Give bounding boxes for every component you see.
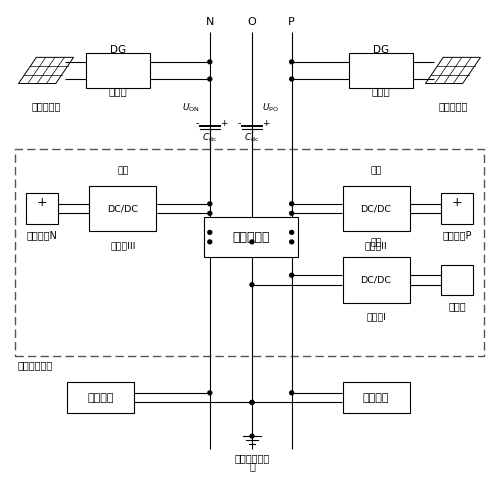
Text: DG: DG bbox=[110, 45, 126, 55]
Text: 变换器: 变换器 bbox=[372, 86, 390, 96]
Text: +: + bbox=[220, 119, 228, 128]
Text: DG: DG bbox=[373, 45, 389, 55]
Circle shape bbox=[208, 202, 212, 205]
Text: $C_{\rm dc}$: $C_{\rm dc}$ bbox=[202, 132, 218, 144]
Circle shape bbox=[250, 434, 254, 438]
Text: -: - bbox=[195, 118, 199, 128]
FancyBboxPatch shape bbox=[441, 264, 473, 296]
Circle shape bbox=[250, 400, 254, 404]
Circle shape bbox=[208, 77, 212, 81]
Circle shape bbox=[290, 274, 294, 277]
Text: 分布式发电: 分布式发电 bbox=[438, 101, 468, 111]
FancyBboxPatch shape bbox=[67, 382, 134, 413]
Circle shape bbox=[208, 60, 212, 64]
FancyBboxPatch shape bbox=[204, 217, 298, 257]
Circle shape bbox=[290, 60, 294, 64]
FancyBboxPatch shape bbox=[441, 193, 473, 224]
Text: DC/DC: DC/DC bbox=[107, 204, 138, 213]
Text: 超级电容N: 超级电容N bbox=[26, 230, 57, 240]
Text: 锂电池: 锂电池 bbox=[448, 301, 466, 311]
Text: 变换器I: 变换器I bbox=[366, 313, 386, 322]
Text: O: O bbox=[248, 17, 256, 27]
Text: 双向: 双向 bbox=[370, 167, 382, 176]
Text: 本地负荷: 本地负荷 bbox=[87, 393, 114, 403]
Text: DC/DC: DC/DC bbox=[361, 204, 392, 213]
Text: DC/DC: DC/DC bbox=[361, 275, 392, 285]
Text: 变换器: 变换器 bbox=[109, 86, 127, 96]
FancyBboxPatch shape bbox=[342, 186, 410, 231]
Circle shape bbox=[290, 230, 294, 234]
Text: +: + bbox=[452, 196, 462, 209]
FancyBboxPatch shape bbox=[342, 257, 410, 303]
Text: 电压平衡器: 电压平衡器 bbox=[232, 230, 270, 244]
Text: P: P bbox=[288, 17, 295, 27]
Text: $C_{\rm dc}$: $C_{\rm dc}$ bbox=[245, 132, 259, 144]
Text: 变换器III: 变换器III bbox=[110, 241, 136, 251]
FancyBboxPatch shape bbox=[89, 186, 157, 231]
Circle shape bbox=[290, 391, 294, 395]
Circle shape bbox=[290, 202, 294, 205]
Text: +: + bbox=[262, 119, 269, 128]
FancyBboxPatch shape bbox=[86, 53, 150, 88]
Text: N: N bbox=[206, 17, 214, 27]
Circle shape bbox=[208, 211, 212, 215]
Circle shape bbox=[290, 240, 294, 244]
Text: 变换器II: 变换器II bbox=[365, 241, 387, 251]
FancyBboxPatch shape bbox=[342, 382, 410, 413]
Text: $U_{\rm ON}$: $U_{\rm ON}$ bbox=[182, 102, 200, 114]
Circle shape bbox=[290, 77, 294, 81]
Text: 双极性直流母: 双极性直流母 bbox=[235, 454, 269, 464]
Text: +: + bbox=[37, 196, 47, 209]
Text: 本地负荷: 本地负荷 bbox=[363, 393, 389, 403]
Circle shape bbox=[250, 283, 254, 286]
Text: 双向: 双向 bbox=[370, 238, 382, 247]
FancyBboxPatch shape bbox=[349, 53, 413, 88]
Circle shape bbox=[250, 400, 254, 404]
Circle shape bbox=[208, 240, 212, 244]
Text: $U_{\rm PO}$: $U_{\rm PO}$ bbox=[262, 102, 279, 114]
Circle shape bbox=[290, 211, 294, 215]
Circle shape bbox=[208, 391, 212, 395]
Circle shape bbox=[208, 230, 212, 234]
Text: 双向: 双向 bbox=[117, 167, 129, 176]
Text: 分布式发电: 分布式发电 bbox=[31, 101, 61, 111]
Circle shape bbox=[250, 240, 254, 244]
Text: 混合储能系统: 混合储能系统 bbox=[18, 360, 53, 370]
Text: 超级电容P: 超级电容P bbox=[442, 230, 472, 240]
Text: -: - bbox=[238, 118, 241, 128]
FancyBboxPatch shape bbox=[26, 193, 58, 224]
Text: 线: 线 bbox=[249, 461, 255, 471]
